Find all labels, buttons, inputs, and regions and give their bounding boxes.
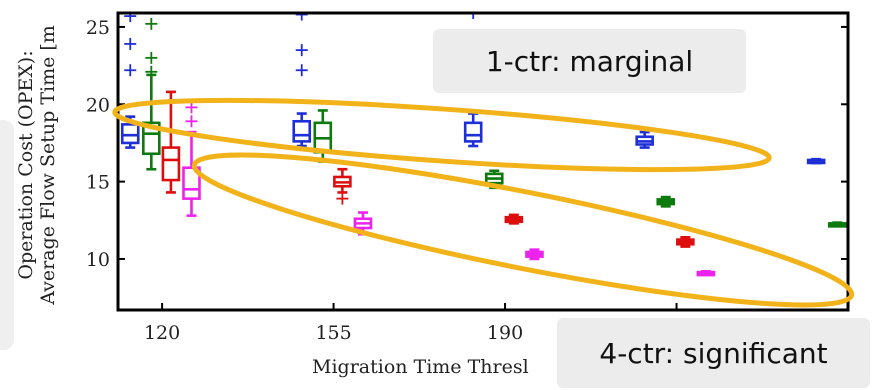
box-series-2-group-1 [333,167,352,205]
iqr-box [161,146,181,182]
box-series-3-group-3 [696,270,716,277]
callout-marginal: 1-ctr: marginal [433,29,746,93]
x-tick-label: 120 [144,322,180,344]
iqr-box [142,121,161,156]
box-series-1-group-3 [656,195,676,208]
box-series-0-group-4 [806,157,826,165]
y-tick-label: 15 [86,172,110,194]
x-axis-title: Migration Time Thresl [312,356,529,378]
y-tick-label: 20 [86,94,110,116]
box-series-0-group-1 [292,13,312,148]
box-series-2-group-0 [161,90,181,194]
iqr-box [292,119,312,143]
box-series-1-group-0 [142,17,161,171]
box-series-3-group-4 [869,274,877,278]
iqr-box [869,274,877,277]
y-tick-label: 25 [86,17,110,39]
callout-significant: 4-ctr: significant [557,318,870,388]
box-series-0-group-3 [635,130,654,149]
x-tick-label: 190 [487,322,523,344]
y-axis-title-line-2: Average Flow Setup Time [m [37,25,59,306]
axis-ticks: 120 155 190 10 15 20 25 [86,17,848,344]
iqr-box [847,254,848,261]
iqr-box [120,123,140,145]
highlight-ellipses [112,97,855,308]
y-axis-title-group: Operation Cost (OPEX): Average Flow Setu… [15,25,59,306]
y-tick-label: 10 [86,249,110,271]
callout-significant-text: 4-ctr: significant [599,336,828,370]
box-series-1-group-4 [827,221,847,228]
iqr-box [182,166,201,200]
y-axis-title-line-1: Operation Cost (OPEX): [15,50,37,279]
ellipse-significant [191,152,855,308]
box-series-2-group-2 [504,213,524,225]
box-series-3-group-0 [182,101,201,217]
box-series-3-group-2 [525,248,544,261]
box-series-2-group-3 [676,235,695,248]
box-series-0-group-2 [463,13,483,148]
box-series-2-group-4 [847,254,848,261]
plot-frame [116,11,850,312]
ellipse-marginal [112,97,772,173]
iqr-box [463,121,483,143]
x-tick-label: 155 [315,322,351,344]
callout-marginal-text: 1-ctr: marginal [485,44,694,78]
left-edge-panel [0,120,14,350]
box-series-0-group-0 [120,13,140,149]
